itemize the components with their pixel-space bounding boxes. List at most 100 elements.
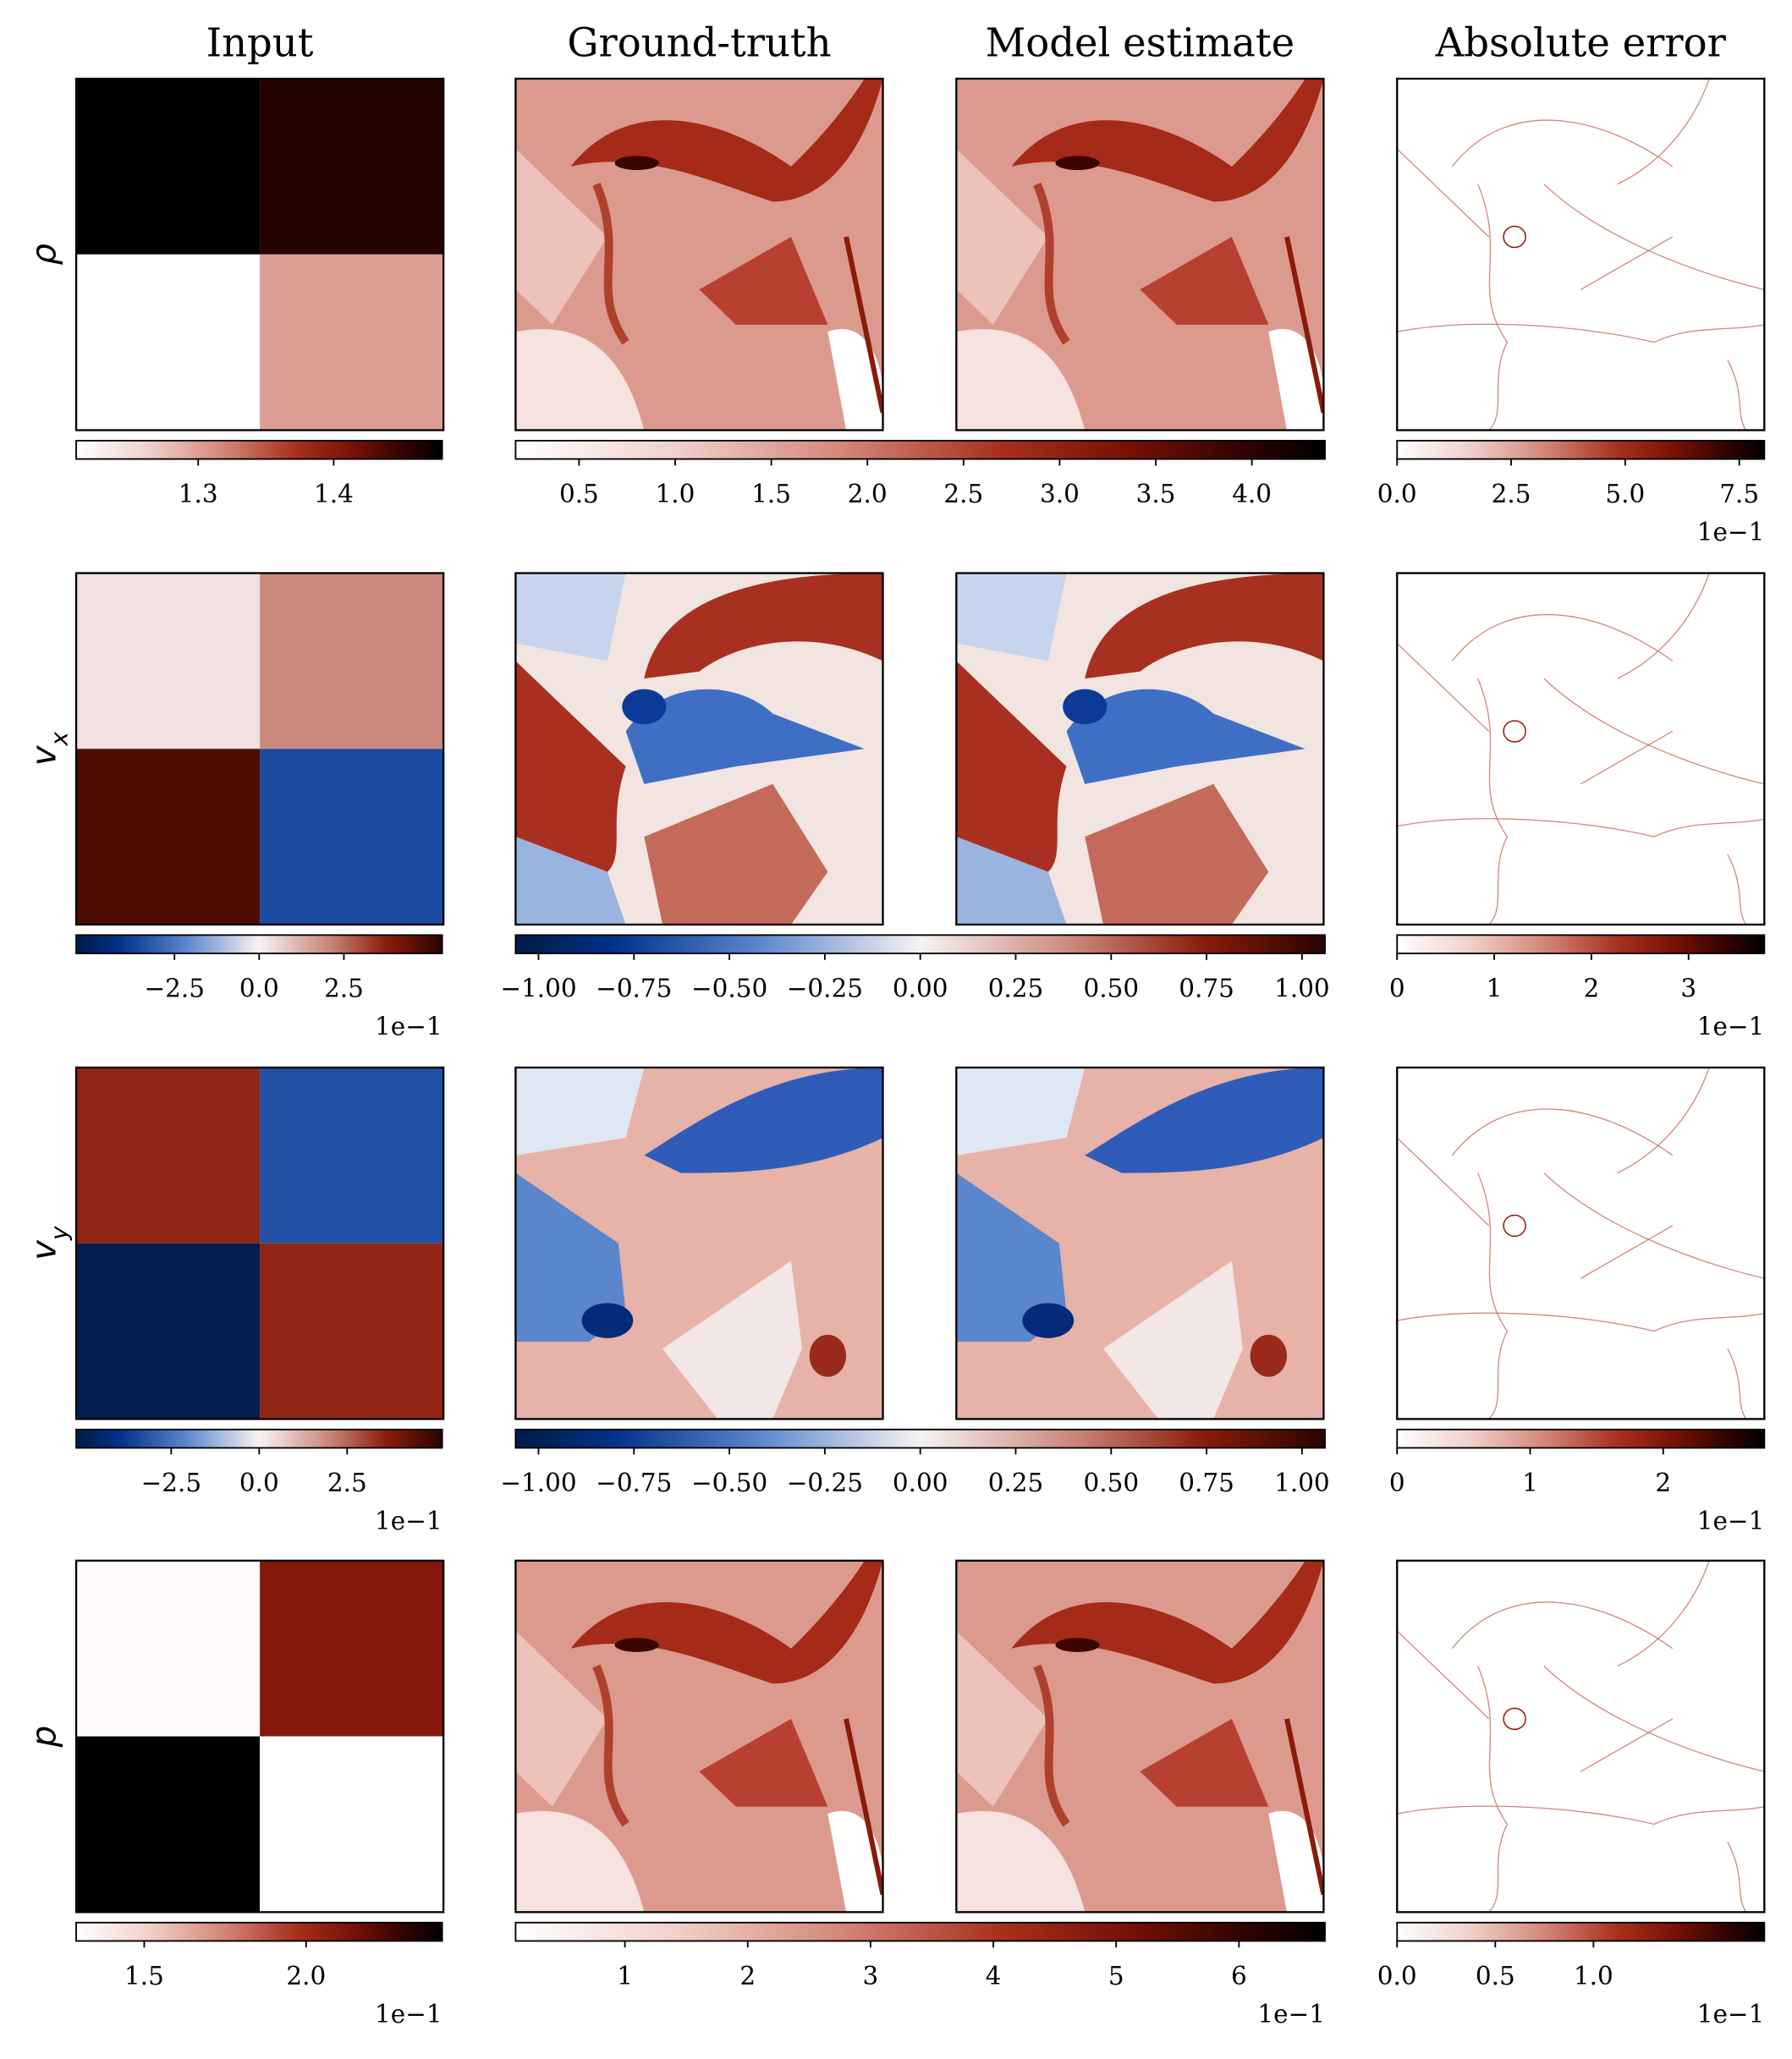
field-shape	[662, 1260, 802, 1419]
colorbar-offset: 1e−1	[375, 2000, 443, 2029]
field-shape	[1397, 644, 1489, 732]
panel-frame	[514, 77, 884, 431]
colorbar-tick-label: −0.50	[691, 974, 767, 1002]
field-shape	[956, 573, 1067, 662]
field-shape	[1066, 689, 1306, 784]
field-shape	[846, 237, 882, 413]
field-shape	[1011, 1560, 1324, 1684]
colorbar-tick-label: −1.00	[500, 974, 576, 1002]
field-shape	[1478, 1173, 1508, 1419]
field-shape	[1618, 1068, 1710, 1173]
colorbar-tick-label: 1.00	[1274, 974, 1330, 1002]
colorbar-tick-label: 5	[1108, 1962, 1124, 1990]
colorbar	[75, 1921, 443, 1942]
colorbar	[1396, 1921, 1766, 1942]
colorbar-tick-label: 0.00	[893, 1469, 948, 1497]
colorbar-tick-label: 2	[739, 1962, 756, 1990]
colorbar	[514, 439, 1326, 460]
colorbar-tick-label: −0.75	[596, 1469, 672, 1497]
panel-frame	[74, 1066, 445, 1420]
field-shape	[1728, 360, 1746, 430]
field-shape	[956, 1630, 1048, 1807]
field-shape	[1397, 324, 1764, 342]
panel-frame	[514, 1066, 884, 1420]
colorbar-tick-label: 2.5	[324, 974, 364, 1002]
field-shape	[1397, 149, 1489, 237]
field-shape	[1503, 1708, 1525, 1729]
input-cell	[76, 1560, 261, 1737]
field-shape	[1618, 573, 1710, 678]
colorbar-tick-label: −2.5	[144, 974, 204, 1002]
field-shape	[1478, 184, 1508, 431]
field-shape	[1397, 819, 1764, 837]
colorbar-tick-label: 1	[617, 1962, 633, 1990]
field-shape	[699, 1718, 828, 1807]
field-shape	[1544, 1666, 1764, 1772]
field-shape	[570, 1560, 883, 1684]
column-title: Absolute error	[1435, 19, 1727, 65]
field-shape	[1085, 783, 1269, 925]
colorbar-tick-label: −0.75	[596, 974, 672, 1002]
field-shape	[1287, 1719, 1323, 1895]
panel-frame	[955, 1066, 1325, 1420]
field-shape	[1580, 1719, 1673, 1771]
colorbar-tick-label: 0.5	[559, 480, 599, 508]
field-shape	[625, 689, 865, 784]
row-label: ρ	[24, 244, 63, 266]
field-shape	[570, 79, 883, 202]
row-subscript: x	[45, 732, 73, 747]
field-shape	[1397, 1313, 1764, 1331]
colorbar-tick-label: 2.5	[327, 1469, 367, 1497]
field-shape	[1037, 184, 1067, 343]
column-title: Model estimate	[986, 19, 1295, 65]
field-shape	[1503, 227, 1525, 248]
field-shape	[956, 837, 1067, 925]
field-shape	[1011, 79, 1324, 202]
colorbar-tick-label: −0.25	[787, 1469, 863, 1497]
field-shape	[515, 1172, 626, 1342]
input-cell	[76, 1067, 261, 1244]
colorbar-tick-label: 3.5	[1136, 480, 1176, 508]
colorbar-tick-label: 0.25	[988, 974, 1044, 1002]
field-shape	[596, 184, 626, 343]
field-image	[1397, 573, 1764, 924]
field-shape	[956, 1810, 1086, 1913]
field-shape	[622, 689, 667, 725]
input-cell	[76, 1243, 261, 1419]
colorbar-tick-label: 0.50	[1084, 1469, 1140, 1497]
panel-frame	[74, 1559, 445, 1913]
colorbar-offset: 1e−1	[1697, 518, 1765, 546]
colorbar-offset: 1e−1	[1257, 2000, 1325, 2029]
field-shape	[956, 1172, 1067, 1342]
field-shape	[1452, 615, 1672, 662]
field-image	[515, 573, 883, 925]
colorbar-tick-label: 7.5	[1719, 480, 1759, 508]
colorbar-tick-label: −0.50	[691, 1469, 767, 1497]
row-symbol: v	[24, 744, 63, 766]
field-shape	[515, 328, 645, 431]
colorbar-tick-label: 0.0	[239, 974, 279, 1002]
field-shape	[515, 149, 607, 325]
colorbar-offset: 1e−1	[1697, 2000, 1765, 2029]
panel-frame	[1396, 77, 1766, 431]
field-shape	[515, 573, 626, 662]
colorbar-tick-label: 6	[1231, 1962, 1247, 1990]
colorbar	[75, 934, 443, 955]
row-symbol: ρ	[24, 244, 63, 266]
colorbar-tick-label: 1.4	[314, 480, 354, 508]
colorbar-tick-label: 3	[863, 1962, 879, 1990]
colorbar	[75, 439, 443, 460]
field-shape	[1287, 237, 1323, 413]
column-title: Ground-truth	[567, 19, 831, 65]
field-image	[956, 573, 1324, 925]
field-shape	[1478, 1666, 1508, 1913]
field-shape	[1544, 678, 1764, 784]
field-shape	[1055, 156, 1100, 171]
colorbar-tick-label: 0.25	[988, 1469, 1044, 1497]
field-image	[956, 1561, 1323, 1912]
field-shape	[1452, 1109, 1672, 1156]
field-shape	[515, 1630, 607, 1807]
colorbar-tick-label: 2	[1655, 1469, 1671, 1497]
colorbar-tick-label: 0.0	[239, 1469, 279, 1497]
colorbar-tick-label: 0.75	[1179, 974, 1234, 1002]
